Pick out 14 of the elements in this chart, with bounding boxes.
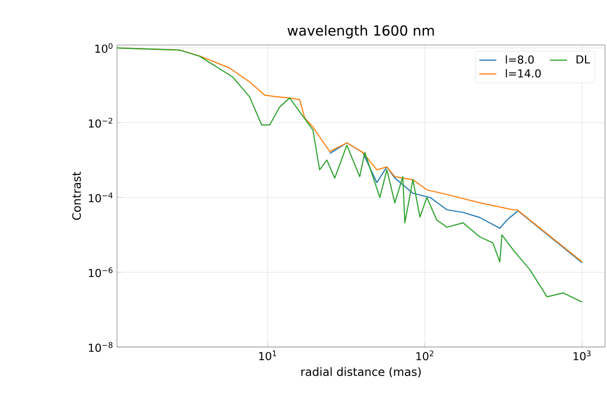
y-tick-label: 10$^{−4}$	[88, 192, 113, 202]
x-tick-label: 10$^{2}$	[416, 350, 434, 360]
chart-title: wavelength 1600 nm	[288, 25, 434, 38]
y-axis-title: Contrast	[72, 172, 81, 220]
y-tick-label: 10$^{0}$	[95, 43, 112, 53]
legend-label: l=14.0	[506, 69, 541, 78]
x-tick-label: 10$^{1}$	[259, 350, 276, 360]
x-axis-title: radial distance (mas)	[301, 367, 421, 378]
legend-label: DL	[576, 55, 590, 64]
x-tick-label: 10$^{3}$	[574, 350, 591, 360]
y-tick-label: 10$^{−2}$	[88, 118, 112, 128]
y-tick-label: 10$^{−6}$	[88, 267, 112, 278]
y-tick-label: 10$^{−8}$	[88, 342, 112, 352]
legend-label: l=8.0	[506, 55, 534, 64]
